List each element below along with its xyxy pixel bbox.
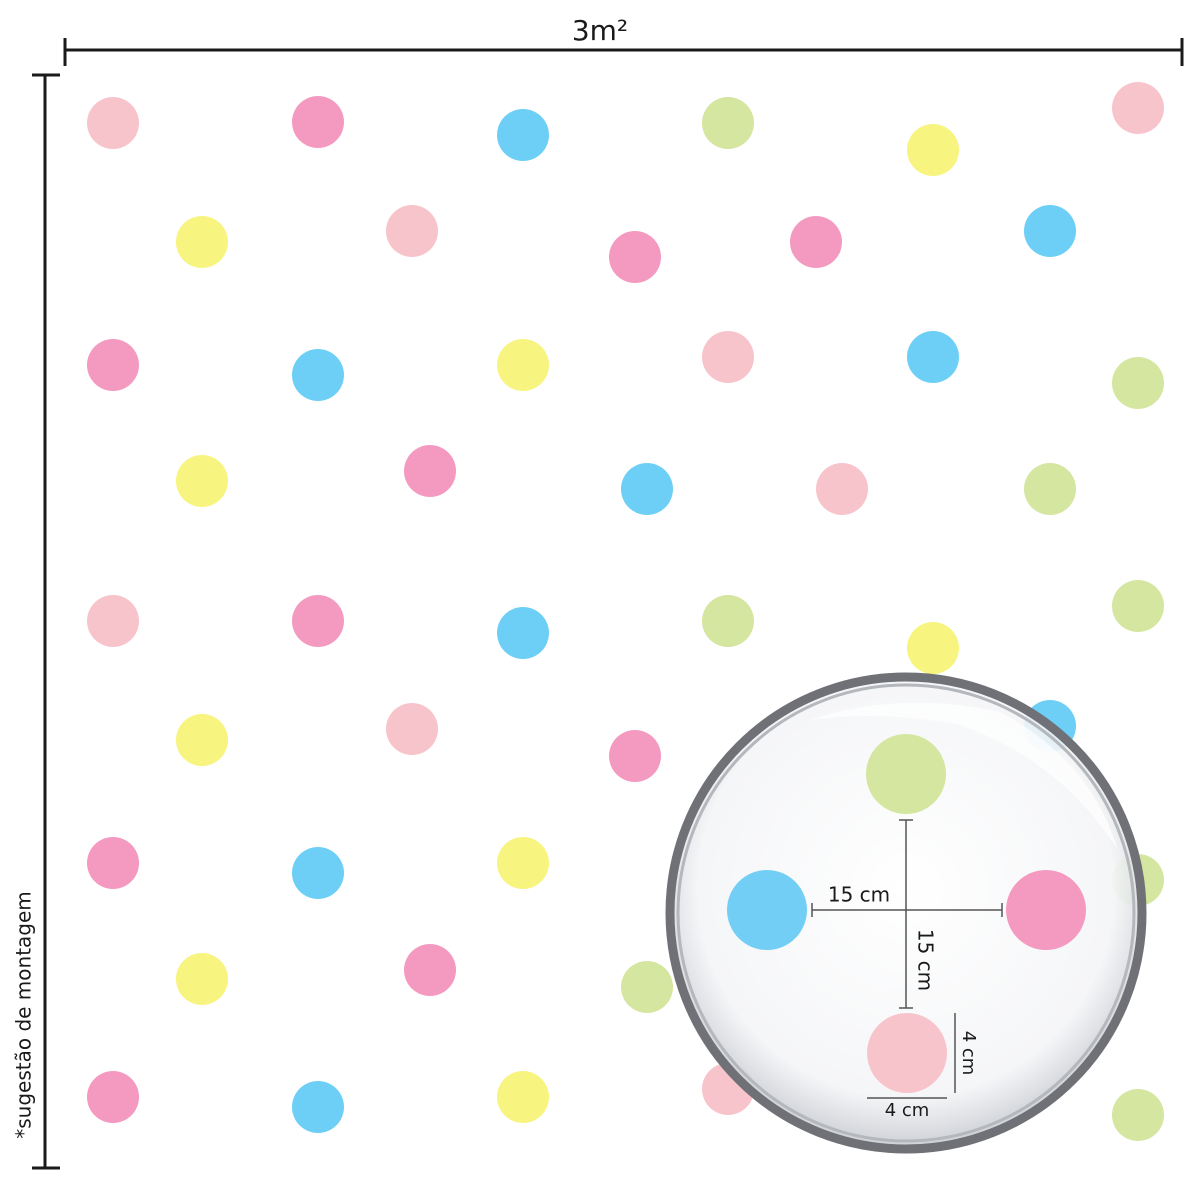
dot (702, 595, 754, 647)
dot (866, 734, 946, 814)
dot (87, 837, 139, 889)
dot (621, 961, 673, 1013)
dot (497, 109, 549, 161)
dot (1112, 357, 1164, 409)
dot (176, 455, 228, 507)
dot (497, 339, 549, 391)
dot (87, 97, 139, 149)
spacing-label: 15 cm (828, 883, 890, 907)
dot (87, 1071, 139, 1123)
dot (1024, 463, 1076, 515)
dot (702, 97, 754, 149)
dot (790, 216, 842, 268)
dot (292, 96, 344, 148)
dot (816, 463, 868, 515)
dot (609, 231, 661, 283)
spacing-label: 15 cm (914, 929, 938, 991)
dot (292, 847, 344, 899)
dot (176, 714, 228, 766)
dot (609, 730, 661, 782)
dot (292, 349, 344, 401)
dot (1112, 580, 1164, 632)
lens-highlight (810, 702, 1118, 850)
dot (867, 1013, 947, 1093)
side-note: *sugestão de montagem (12, 891, 36, 1139)
dot (87, 595, 139, 647)
dot (1112, 82, 1164, 134)
dot (87, 339, 139, 391)
dot (497, 607, 549, 659)
dot (497, 837, 549, 889)
dot (292, 1081, 344, 1133)
dot (176, 216, 228, 268)
dot (907, 622, 959, 674)
dot (1006, 870, 1086, 950)
dot (907, 331, 959, 383)
dot (1024, 205, 1076, 257)
dot (702, 331, 754, 383)
dot (1112, 1089, 1164, 1141)
size-label: 4 cm (958, 1031, 979, 1076)
dot (497, 1071, 549, 1123)
width-label: 3m² (572, 14, 628, 47)
magnifier: 15 cm 15 cm 4 cm 4 cm (665, 672, 1147, 1154)
dot-pattern (87, 82, 1164, 1141)
dot (404, 445, 456, 497)
lens-rim (676, 683, 1136, 1143)
dot (292, 595, 344, 647)
dot (386, 703, 438, 755)
dot (386, 205, 438, 257)
size-label: 4 cm (885, 1100, 930, 1121)
dot (907, 124, 959, 176)
dot (727, 870, 807, 950)
dot (176, 953, 228, 1005)
dot (404, 944, 456, 996)
dot (621, 463, 673, 515)
